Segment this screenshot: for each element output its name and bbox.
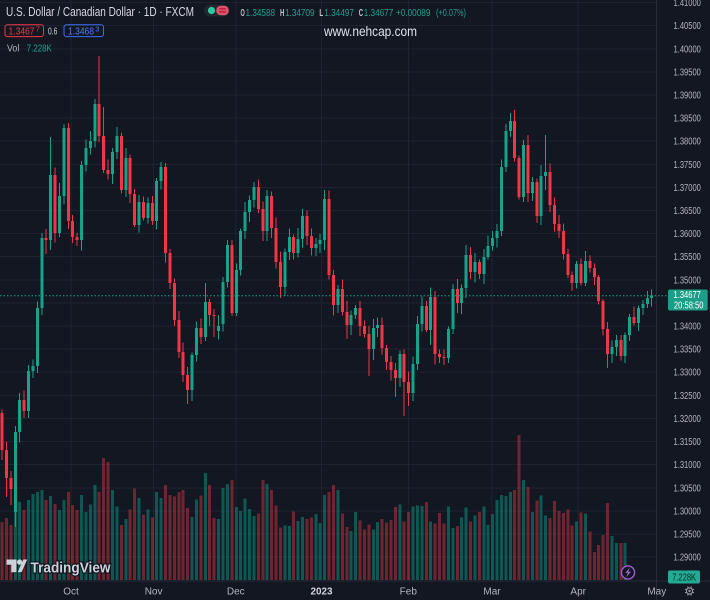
svg-text:7.228K: 7.228K — [672, 572, 696, 583]
svg-text:1.29500: 1.29500 — [674, 530, 702, 541]
svg-text:0.6: 0.6 — [48, 26, 58, 37]
svg-text:Feb: Feb — [400, 587, 418, 598]
svg-text:2023: 2023 — [311, 587, 333, 598]
svg-text:Nov: Nov — [145, 587, 163, 598]
svg-text:1.37000: 1.37000 — [674, 183, 702, 194]
svg-text:Oct: Oct — [63, 587, 79, 598]
svg-text:May: May — [647, 587, 666, 598]
svg-text:1.34497: 1.34497 — [324, 8, 354, 19]
svg-text:1.3467: 1.3467 — [9, 26, 35, 37]
svg-text:C: C — [359, 8, 363, 19]
svg-text:Apr: Apr — [570, 587, 586, 598]
svg-text:1.40000: 1.40000 — [674, 44, 702, 55]
svg-text:1.33000: 1.33000 — [674, 368, 702, 379]
svg-text:20:58:50: 20:58:50 — [674, 301, 704, 312]
svg-text:1.37500: 1.37500 — [674, 160, 702, 171]
svg-text:1.30000: 1.30000 — [674, 506, 702, 517]
svg-text:H: H — [280, 8, 284, 19]
svg-text:1.40500: 1.40500 — [674, 21, 702, 32]
svg-text:1.41000: 1.41000 — [674, 0, 702, 9]
svg-text:1.34588: 1.34588 — [246, 8, 276, 19]
svg-text:3: 3 — [95, 24, 99, 33]
svg-text:1.38000: 1.38000 — [674, 137, 702, 148]
svg-text:1.36500: 1.36500 — [674, 206, 702, 217]
svg-text:1.35000: 1.35000 — [674, 275, 702, 286]
svg-text:7.228K: 7.228K — [27, 43, 52, 55]
svg-text:Vol: Vol — [7, 43, 19, 55]
svg-text:1.34677: 1.34677 — [364, 8, 394, 19]
svg-text:1.32500: 1.32500 — [674, 391, 702, 402]
svg-text:O: O — [241, 8, 245, 19]
svg-text:1.35500: 1.35500 — [674, 252, 702, 263]
svg-text:1.31000: 1.31000 — [674, 460, 702, 471]
svg-text:TradingView: TradingView — [31, 559, 111, 576]
svg-text:1.3468: 1.3468 — [68, 26, 94, 37]
svg-text:1.33500: 1.33500 — [674, 345, 702, 356]
svg-text:1.39000: 1.39000 — [674, 91, 702, 102]
svg-text:L: L — [319, 8, 323, 19]
svg-text:1.34677: 1.34677 — [674, 290, 702, 301]
svg-text:Dec: Dec — [227, 587, 245, 598]
svg-text:7: 7 — [36, 24, 40, 33]
svg-text:+0.00089: +0.00089 — [396, 8, 431, 19]
svg-text:1.38500: 1.38500 — [674, 114, 702, 125]
svg-text:1.30500: 1.30500 — [674, 483, 702, 494]
svg-text:1.29000: 1.29000 — [674, 553, 702, 564]
svg-text:Mar: Mar — [483, 587, 501, 598]
svg-text:(+0.07%): (+0.07%) — [436, 8, 466, 19]
svg-text:1.36000: 1.36000 — [674, 229, 702, 240]
svg-text:1.32000: 1.32000 — [674, 414, 702, 425]
svg-text:U.S. Dollar / Canadian Dollar: U.S. Dollar / Canadian Dollar · 1D · FXC… — [6, 5, 194, 19]
svg-text:1.34709: 1.34709 — [285, 8, 315, 19]
svg-text:1.31500: 1.31500 — [674, 437, 702, 448]
svg-text:1.39500: 1.39500 — [674, 67, 702, 78]
svg-text:www.nehcap.com: www.nehcap.com — [323, 24, 417, 39]
svg-text:1.34000: 1.34000 — [674, 322, 702, 333]
